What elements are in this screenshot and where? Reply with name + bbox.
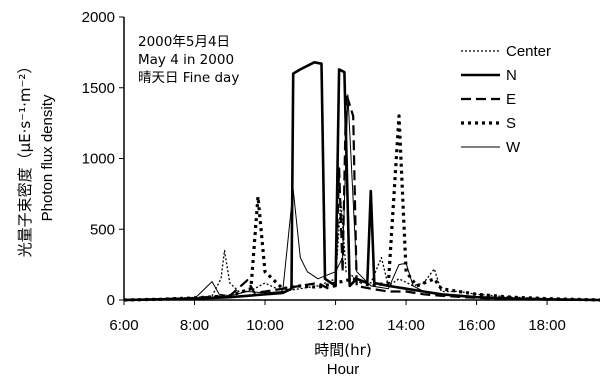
x-tick-label: 16:00 xyxy=(458,317,496,334)
axis-ticks: 0 500 1000 1500 2000 6:00 8:00 10:00 12:00 14:00 1… xyxy=(16,9,566,378)
annotation-date-jp: 2000年5月4日 xyxy=(138,34,231,50)
y-axis-label: 光量子束密度（μE·s⁻¹·m⁻²） xyxy=(16,59,34,258)
x-tick-label: 10:00 xyxy=(246,317,284,334)
y-tick-label: 500 xyxy=(90,221,115,238)
series-line-s xyxy=(123,114,601,302)
y-tick-label: 2000 xyxy=(82,9,115,26)
x-tick-label: 8:00 xyxy=(180,317,209,334)
x-axis-label: 時間(hr) xyxy=(314,341,371,359)
legend-label-s: S xyxy=(506,115,516,132)
y-tick-label: 1500 xyxy=(82,80,115,97)
x-tick-label: 6:00 xyxy=(109,317,138,334)
series-layer xyxy=(123,61,601,302)
legend-label-n: N xyxy=(506,67,517,84)
y-tick-label: 1000 xyxy=(82,151,115,168)
annotation-date-en: May 4 in 2000 xyxy=(138,52,235,68)
x-tick-label: 14:00 xyxy=(387,317,425,334)
y-tick-label: 0 xyxy=(107,292,115,309)
legend-label-center: Center xyxy=(506,43,551,60)
legend-label-w: W xyxy=(506,139,521,156)
legend-label-e: E xyxy=(506,91,516,108)
y-axis-label-en: Photon flux density xyxy=(39,94,56,221)
x-tick-label: 18:00 xyxy=(528,317,566,334)
series-line-e xyxy=(123,92,601,302)
annotation-weather: 晴天日 Fine day xyxy=(138,70,240,86)
x-axis-label-en: Hour xyxy=(327,361,360,378)
series-line-w xyxy=(123,94,601,301)
series-line-center xyxy=(123,200,601,301)
x-tick-label: 12:00 xyxy=(317,317,355,334)
series-line-n xyxy=(123,61,601,302)
